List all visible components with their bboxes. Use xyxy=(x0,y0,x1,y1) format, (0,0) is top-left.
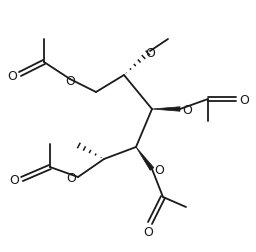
Text: O: O xyxy=(7,69,17,82)
Text: O: O xyxy=(143,226,153,239)
Text: O: O xyxy=(154,163,164,176)
Polygon shape xyxy=(152,107,180,112)
Text: O: O xyxy=(9,174,19,187)
Text: O: O xyxy=(239,93,249,106)
Text: O: O xyxy=(145,46,155,59)
Text: O: O xyxy=(66,172,76,185)
Text: O: O xyxy=(182,103,192,116)
Polygon shape xyxy=(136,147,154,171)
Text: O: O xyxy=(65,74,75,87)
